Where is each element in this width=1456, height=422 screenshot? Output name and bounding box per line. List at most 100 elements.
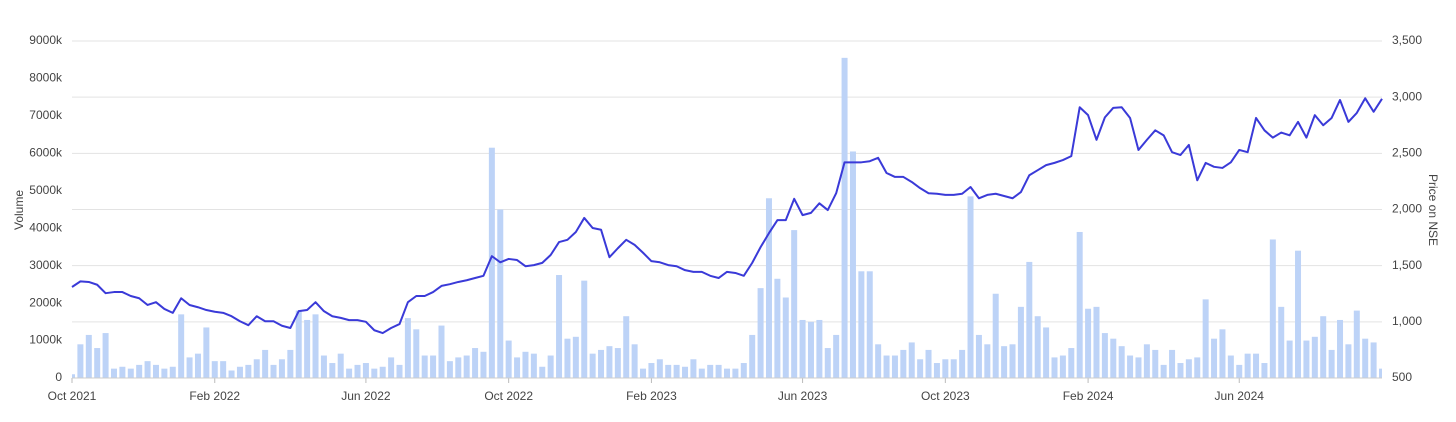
bar	[1043, 327, 1050, 378]
bar	[287, 349, 294, 378]
bar	[1001, 346, 1008, 378]
bar	[614, 348, 621, 378]
bar	[1328, 349, 1335, 378]
bar	[119, 366, 126, 378]
bar	[589, 353, 596, 378]
y2-tick-label: 1,500	[1392, 258, 1422, 272]
y-tick-label: 0	[55, 370, 62, 384]
bar	[824, 348, 831, 378]
bar	[950, 359, 957, 378]
bar	[1101, 333, 1108, 378]
price-line	[71, 97, 1383, 335]
bar	[220, 361, 227, 378]
bar	[72, 374, 75, 378]
bar	[917, 359, 924, 378]
y2-tick-label: 3,500	[1392, 33, 1422, 47]
bar	[682, 366, 689, 378]
bar	[404, 318, 411, 378]
y-tick-label: 2000k	[29, 295, 63, 309]
bar	[1127, 355, 1134, 378]
y-tick-label: 5000k	[29, 183, 63, 197]
bar	[505, 340, 512, 378]
bar	[178, 314, 185, 378]
bar	[346, 368, 353, 378]
bar	[572, 336, 579, 378]
bar	[354, 364, 361, 378]
bar	[1320, 316, 1327, 378]
bar	[1278, 306, 1285, 378]
x-tick-label: Oct 2022	[484, 389, 533, 403]
bar	[942, 359, 949, 378]
bar	[799, 319, 806, 378]
bar	[841, 57, 848, 378]
bar	[1379, 368, 1382, 378]
y-tick-label: 3000k	[29, 258, 63, 272]
bar	[1110, 338, 1117, 378]
bar	[1034, 316, 1041, 378]
y2-tick-label: 2,500	[1392, 146, 1422, 160]
bar	[94, 348, 101, 378]
bar	[623, 316, 630, 378]
bar	[430, 355, 437, 378]
x-tick-label: Jun 2024	[1215, 389, 1265, 403]
bar	[295, 310, 302, 378]
bar	[992, 293, 999, 378]
bar	[539, 366, 546, 378]
bar	[1345, 344, 1352, 378]
bar	[556, 275, 563, 378]
bar	[396, 364, 403, 378]
bar	[329, 363, 336, 378]
bar	[1261, 363, 1268, 378]
bar	[186, 357, 193, 378]
bar	[85, 334, 92, 378]
bar	[581, 280, 588, 378]
bar	[1017, 306, 1024, 378]
bar	[312, 314, 319, 378]
bar	[883, 355, 890, 378]
bar	[127, 368, 134, 378]
y-tick-label: 6000k	[29, 146, 63, 160]
bar	[211, 361, 218, 378]
bar	[1286, 340, 1293, 378]
bar	[136, 364, 143, 378]
bar	[858, 271, 865, 378]
y-tick-label: 7000k	[29, 108, 63, 122]
x-tick-label: Feb 2022	[189, 389, 240, 403]
bar	[740, 363, 747, 378]
bar	[724, 368, 730, 378]
bar	[1253, 353, 1260, 378]
bar	[253, 359, 260, 378]
bar	[1051, 357, 1058, 378]
bar	[673, 364, 680, 378]
x-tick-label: Oct 2021	[48, 389, 97, 403]
bar	[984, 344, 991, 378]
bar	[161, 368, 168, 378]
bar	[1337, 319, 1344, 378]
bar	[656, 359, 663, 378]
bar	[413, 329, 420, 378]
bar	[774, 278, 781, 378]
bar	[833, 334, 840, 378]
bar	[1227, 355, 1234, 378]
bar	[765, 198, 772, 378]
bar	[1295, 250, 1302, 378]
bar	[782, 297, 789, 378]
bar	[1303, 340, 1310, 378]
bar	[1026, 261, 1033, 378]
x-tick-label: Feb 2023	[626, 389, 677, 403]
bar	[1185, 359, 1192, 378]
bar	[144, 361, 151, 378]
bar	[1194, 357, 1201, 378]
bar	[1076, 231, 1083, 378]
bar	[379, 366, 386, 378]
bar	[900, 349, 907, 378]
bar	[337, 353, 344, 378]
bar	[648, 363, 655, 378]
bar	[1085, 308, 1092, 378]
bar	[757, 288, 764, 378]
bar	[1093, 306, 1100, 378]
bar	[320, 355, 327, 378]
bar	[1269, 239, 1276, 378]
bar	[278, 359, 285, 378]
y-tick-label: 1000k	[29, 333, 63, 347]
